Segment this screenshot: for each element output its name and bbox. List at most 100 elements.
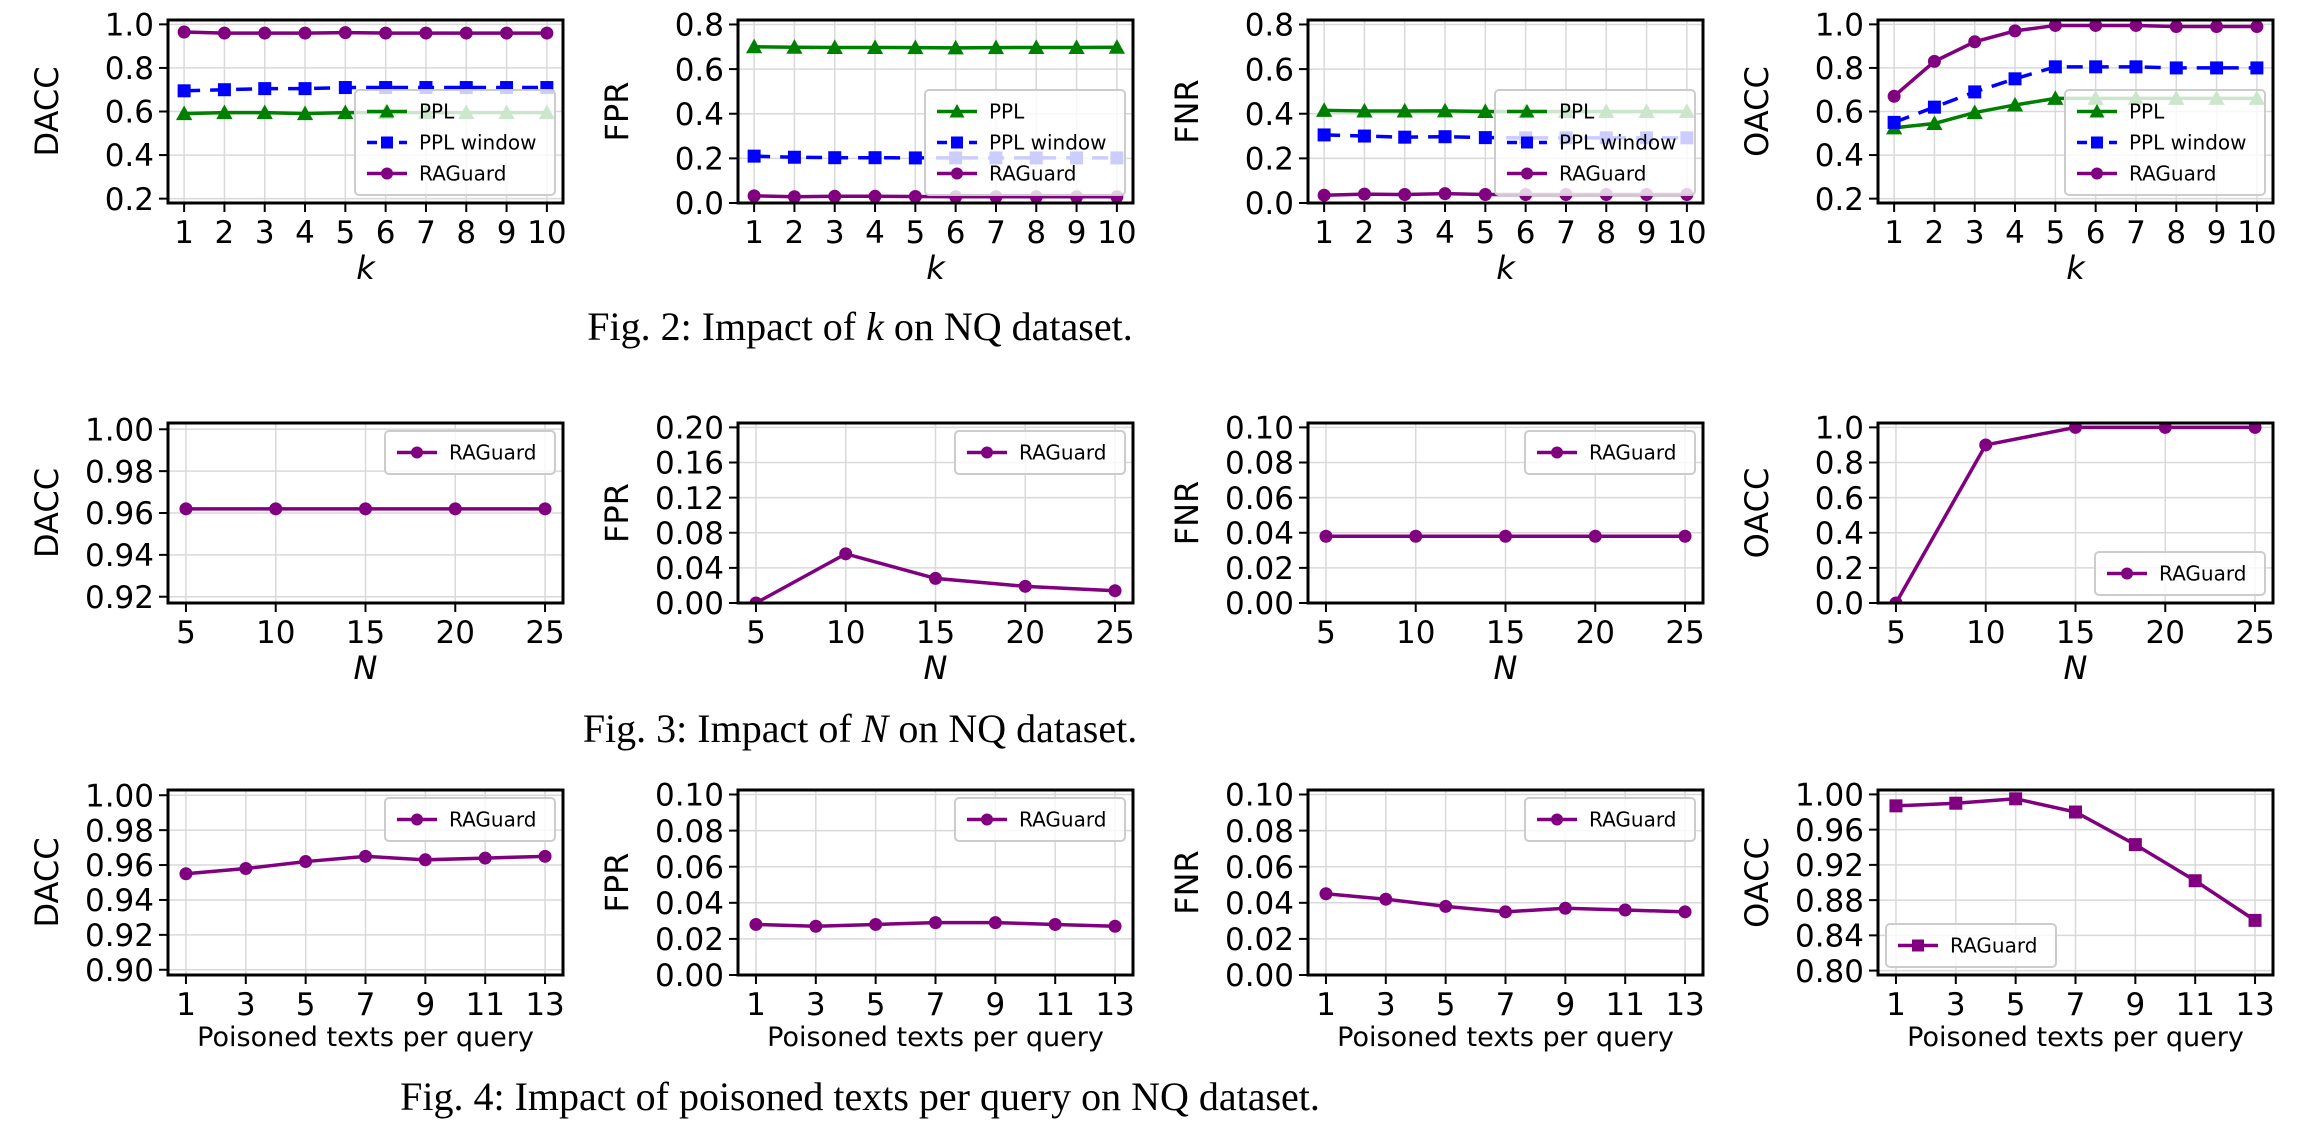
y-tick-label: 0.88 — [1795, 883, 1864, 919]
data-point — [2047, 90, 2064, 105]
x-tick-label: 7 — [1556, 215, 1576, 251]
y-tick-label: 0.8 — [1245, 8, 1294, 44]
y-tick-label: 0.00 — [1225, 958, 1294, 994]
legend-label: PPL — [419, 100, 455, 124]
data-point — [2248, 913, 2262, 927]
x-tick-label: 2 — [1925, 215, 1945, 251]
data-point — [359, 849, 372, 863]
legend-marker — [381, 136, 393, 149]
legend: RAGuard — [1885, 923, 2057, 968]
y-tick-label: 0.4 — [1815, 516, 1864, 552]
legend-marker — [411, 446, 423, 459]
x-tick-label: 10 — [527, 215, 566, 251]
series-line — [1324, 133, 1687, 140]
x-tick-label: 10 — [1667, 215, 1706, 251]
y-tick-label: 0.04 — [655, 886, 724, 922]
legend-label: RAGuard — [989, 162, 1076, 186]
data-point — [1018, 579, 1032, 593]
x-tick-label: 15 — [1486, 615, 1525, 651]
chart-panel: 5 10 15 20 25 0.92 0.94 0.96 0.98 1.00 DACC N RAGuar… — [28, 412, 565, 687]
x-tick-label: 4 — [2005, 215, 2025, 251]
data-point — [2089, 20, 2103, 32]
data-point — [1678, 529, 1692, 543]
data-point — [2008, 72, 2022, 86]
data-point — [1409, 529, 1423, 543]
data-point — [1499, 905, 1512, 919]
y-tick-label: 0.92 — [85, 918, 154, 954]
data-point — [987, 39, 1005, 55]
data-point — [1499, 529, 1512, 543]
y-tick-label: 0.4 — [105, 138, 154, 174]
y-tick-label: 0.96 — [85, 496, 154, 532]
y-tick-label: 0.04 — [1225, 516, 1294, 552]
legend-box — [1524, 430, 1696, 475]
data-point — [787, 150, 801, 164]
legend-marker — [411, 813, 423, 826]
data-point — [2009, 792, 2023, 806]
y-tick-label: 0.2 — [1245, 142, 1294, 178]
data-point — [2158, 423, 2172, 434]
x-tick-label: 9 — [985, 987, 1005, 1023]
y-tick-label: 0.06 — [655, 850, 724, 886]
x-tick-label: 9 — [1555, 987, 1575, 1023]
y-tick-label: 1.0 — [105, 8, 154, 44]
y-tick-label: 0.16 — [655, 446, 724, 482]
x-axis-label: Poisoned texts per query — [1907, 1022, 2244, 1053]
x-tick-label: 15 — [916, 615, 955, 651]
chart-panel: 1 3 5 7 9 11 130.000.020.040.060.080.10FPRPois… — [598, 778, 1135, 1053]
legend-label: RAGuard — [1950, 934, 2037, 958]
chart-panel: 1 2 3 4 5 6 7 8 9 10 0.2 0.4 0.6 0.8 1.0 OACC k PPL PPL wi… — [1738, 8, 2277, 287]
y-tick-label: 0.06 — [1225, 481, 1294, 517]
axes-frame — [736, 788, 1135, 977]
y-tick-label: 0.2 — [1815, 551, 1864, 587]
x-tick-label: 7 — [986, 215, 1006, 251]
legend-marker — [949, 104, 965, 118]
x-axis-label: N — [354, 649, 378, 687]
y-tick-label: 0.6 — [1245, 52, 1294, 88]
x-tick-label: 1 — [744, 215, 764, 251]
y-tick-label: 0.6 — [1815, 481, 1864, 517]
series-group — [179, 502, 552, 516]
data-point — [2250, 61, 2264, 75]
x-tick-label: 5 — [1475, 215, 1495, 251]
data-point — [379, 26, 393, 40]
x-tick-label: 3 — [1395, 215, 1415, 251]
x-tick-label: 20 — [436, 615, 475, 651]
legend-box — [2064, 89, 2266, 196]
data-point — [2169, 20, 2183, 34]
y-tick-label: 0.80 — [1795, 954, 1864, 990]
x-tick-label: 9 — [1637, 215, 1657, 251]
data-point — [2250, 20, 2264, 34]
y-tick-label: 0.92 — [1795, 848, 1864, 884]
legend-label: PPL window — [1559, 131, 1677, 155]
axes-frame — [1876, 421, 2275, 605]
legend-box — [1885, 923, 2057, 968]
x-tick-label: 3 — [825, 215, 845, 251]
axes-frame — [1876, 788, 2275, 977]
legend: PPL PPL window RAGuard — [924, 89, 1126, 196]
data-point — [1478, 131, 1492, 145]
data-point — [839, 547, 853, 561]
y-tick-label: 0.04 — [1225, 886, 1294, 922]
y-axis-label: OACC — [1738, 468, 1776, 559]
x-tick-label: 13 — [1095, 987, 1134, 1023]
x-tick-label: 11 — [1605, 987, 1644, 1023]
data-point — [1588, 529, 1602, 543]
y-tick-label: 0.08 — [1225, 814, 1294, 850]
x-tick-label: 15 — [346, 615, 385, 651]
data-point — [459, 26, 473, 40]
x-tick-label: 5 — [905, 215, 925, 251]
data-point — [1398, 188, 1412, 202]
data-point — [1927, 54, 1941, 68]
y-tick-label: 0.8 — [675, 8, 724, 44]
data-point — [338, 81, 352, 95]
x-tick-label: 1 — [174, 215, 194, 251]
x-tick-label: 2 — [785, 215, 805, 251]
data-point — [258, 26, 272, 40]
x-tick-label: 3 — [255, 215, 275, 251]
data-point — [239, 862, 253, 876]
y-tick-label: 0.2 — [675, 142, 724, 178]
y-tick-label: 0.04 — [655, 551, 724, 587]
series-line — [1892, 23, 2257, 98]
